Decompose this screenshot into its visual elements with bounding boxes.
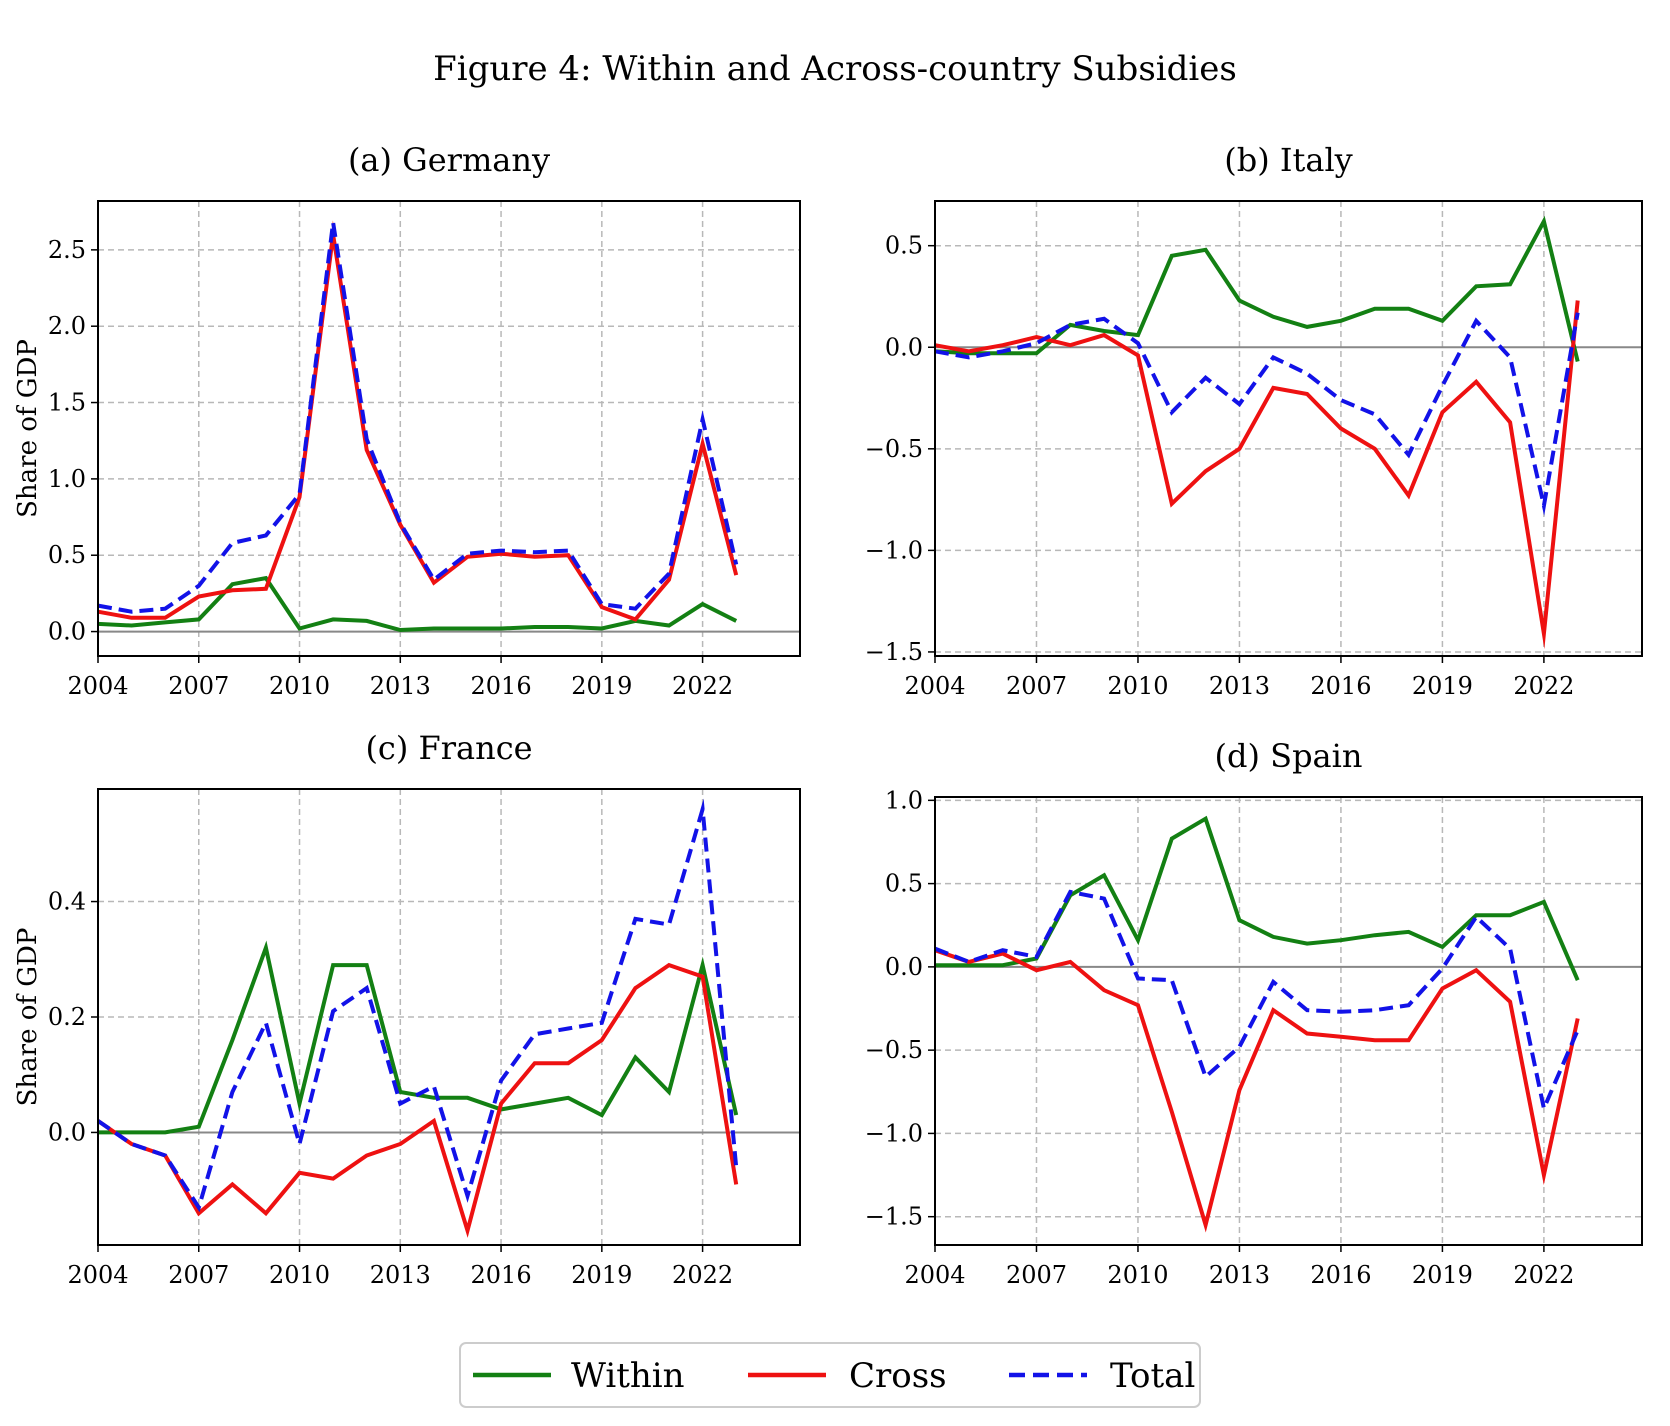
x-tick-label: 2007 — [168, 1261, 229, 1289]
x-tick-label: 2022 — [1513, 672, 1574, 700]
legend-label-total: Total — [1110, 1356, 1195, 1396]
y-tick-label: 1.0 — [48, 465, 86, 493]
series-line-within — [935, 815, 1580, 981]
x-tick-label: 2016 — [1310, 1261, 1371, 1289]
y-tick-label: 0.4 — [48, 888, 86, 916]
y-tick-label: 2.5 — [48, 236, 86, 264]
series-line-within — [934, 215, 1580, 362]
x-tick-label: 2022 — [672, 1261, 733, 1289]
series-line-total — [934, 312, 1580, 516]
figure-title: Figure 4: Within and Across-country Subs… — [433, 49, 1237, 89]
x-tick-label: 2016 — [471, 1261, 532, 1289]
y-tick-label: 0.0 — [885, 953, 923, 981]
panel-title: (c) France — [365, 729, 532, 767]
x-tick-label: 2010 — [1107, 1261, 1168, 1289]
y-axis-label: Share of GDP — [13, 339, 43, 518]
y-tick-label: −1.0 — [865, 536, 923, 564]
x-tick-label: 2004 — [904, 1261, 965, 1289]
series-line-total — [96, 798, 739, 1213]
series-line-total — [934, 889, 1580, 1115]
legend-box — [459, 1342, 1201, 1408]
y-tick-label: 0.2 — [48, 1003, 86, 1031]
x-tick-label: 2019 — [1412, 1261, 1473, 1289]
axes-frame — [934, 200, 1643, 657]
y-tick-label: 0.0 — [885, 333, 923, 361]
y-tick-label: 0.5 — [48, 541, 86, 569]
axes-frame — [97, 200, 801, 657]
y-tick-label: 0.5 — [885, 870, 923, 898]
x-tick-label: 2013 — [1209, 672, 1270, 700]
panel-title: (d) Spain — [1215, 737, 1363, 775]
y-axis-label: Share of GDP — [13, 928, 43, 1107]
y-tick-label: 2.0 — [48, 312, 86, 340]
y-tick-label: 1.5 — [48, 389, 86, 417]
y-tick-label: −1.0 — [865, 1119, 923, 1147]
panel-2: 2004 2007 2010 2013 2016 2019 2022 0.5 0.0 −0.5 −1… — [865, 141, 1643, 700]
x-tick-label: 2019 — [571, 1261, 632, 1289]
legend-label-within: Within — [571, 1356, 685, 1396]
series-line-total — [97, 207, 739, 614]
series-line-within — [97, 575, 738, 633]
panel-title: (a) Germany — [348, 141, 550, 179]
panel-3: 2004 2007 2010 2013 2016 2019 2022 0.0 0.2 0.4 (c)… — [13, 729, 801, 1289]
y-tick-label: 0.5 — [885, 232, 923, 260]
x-tick-label: 2022 — [1513, 1261, 1574, 1289]
x-tick-label: 2004 — [67, 1261, 128, 1289]
x-tick-label: 2007 — [1006, 1261, 1067, 1289]
axes-frame — [934, 796, 1643, 1246]
x-tick-label: 2007 — [168, 672, 229, 700]
x-tick-label: 2022 — [672, 672, 733, 700]
y-tick-label: −0.5 — [865, 1036, 923, 1064]
x-tick-label: 2010 — [1107, 672, 1168, 700]
x-tick-label: 2019 — [571, 672, 632, 700]
series-line-cross — [934, 300, 1580, 650]
x-tick-label: 2004 — [67, 672, 128, 700]
y-tick-label: −1.5 — [865, 638, 923, 666]
x-tick-label: 2013 — [370, 1261, 431, 1289]
y-tick-label: 0.0 — [48, 1118, 86, 1146]
series-line-cross — [96, 962, 739, 1238]
y-tick-label: −0.5 — [865, 435, 923, 463]
x-tick-label: 2010 — [269, 1261, 330, 1289]
x-tick-label: 2016 — [471, 672, 532, 700]
x-tick-label: 2013 — [1209, 1261, 1270, 1289]
x-tick-label: 2007 — [1006, 672, 1067, 700]
series-line-within — [98, 940, 739, 1135]
y-tick-label: 1.0 — [885, 786, 923, 814]
y-tick-label: 0.0 — [48, 618, 86, 646]
x-tick-label: 2019 — [1412, 672, 1473, 700]
x-tick-label: 2013 — [370, 672, 431, 700]
panel-4: 2004 2007 2010 2013 2016 2019 2022 1.0 0.5 0.0 −0.… — [865, 737, 1643, 1289]
x-tick-label: 2004 — [904, 672, 965, 700]
legend-label-cross: Cross — [849, 1356, 947, 1396]
x-tick-label: 2016 — [1310, 672, 1371, 700]
legend: Within Cross Total — [459, 1342, 1201, 1408]
panels: 2004 2007 2010 2013 2016 2019 2022 0.0 0.5 1.0 1.5… — [13, 141, 1643, 1289]
panel-1: 2004 2007 2010 2013 2016 2019 2022 0.0 0.5 1.0 1.5… — [13, 141, 801, 700]
x-tick-label: 2010 — [269, 672, 330, 700]
series-line-cross — [97, 220, 739, 622]
panel-title: (b) Italy — [1224, 141, 1353, 179]
y-tick-label: −1.5 — [865, 1203, 923, 1231]
series-line-cross — [934, 948, 1580, 1233]
